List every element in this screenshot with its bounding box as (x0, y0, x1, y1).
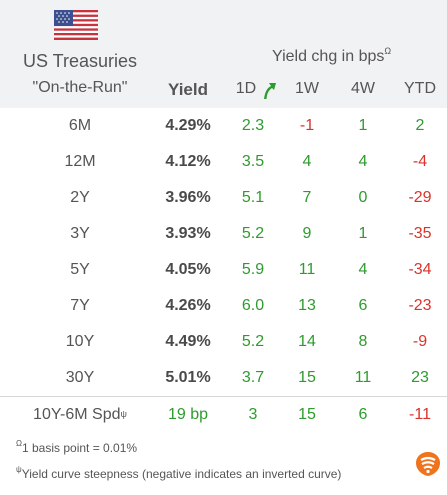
yield-change-header: Yield chg in bpsΩ (272, 46, 392, 65)
column-header-1d[interactable]: 1D (235, 80, 257, 97)
row-label: 6M (68, 117, 92, 134)
row-4w: 0 (358, 189, 368, 206)
row-4w: 11 (354, 369, 372, 386)
row-1w: 13 (298, 297, 316, 314)
row-yield: 5.01% (165, 369, 211, 386)
table-row[interactable]: 2Y 3.96% 5.1 7 0 -29 (0, 180, 447, 216)
table-row[interactable]: 3Y 3.93% 5.2 9 1 -35 (0, 216, 447, 252)
brand-logo-icon[interactable] (414, 450, 442, 478)
footnote-basis-point: Ω1 basis point = 0.01% (16, 439, 138, 455)
row-label: 7Y (70, 297, 90, 314)
green-arrow-icon[interactable] (261, 80, 277, 100)
row-ytd: -23 (408, 297, 432, 314)
row-ytd: -29 (408, 189, 432, 206)
column-header-ytd[interactable]: YTD (404, 80, 436, 97)
table-row[interactable]: 10Y 4.49% 5.2 14 8 -9 (0, 324, 447, 360)
row-1w: 14 (298, 333, 316, 350)
row-yield: 4.26% (165, 297, 211, 314)
spread-1w: 15 (298, 406, 316, 423)
row-1d: 3.5 (241, 153, 265, 170)
table-row[interactable]: 7Y 4.26% 6.0 13 6 -23 (0, 288, 447, 324)
row-4w: 4 (358, 261, 368, 278)
row-ytd: -34 (408, 261, 432, 278)
row-label: 5Y (70, 261, 90, 278)
row-ytd: -4 (412, 153, 428, 170)
row-yield: 4.12% (165, 153, 211, 170)
row-1d: 2.3 (241, 117, 265, 134)
spread-row[interactable]: 10Y-6M Spdψ 19 bp 3 15 6 -11 (0, 397, 447, 433)
row-label: 3Y (70, 225, 90, 242)
spread-yield: 19 bp (167, 406, 209, 423)
row-4w: 6 (358, 297, 368, 314)
row-yield: 3.93% (165, 225, 211, 242)
column-header-1w[interactable]: 1W (295, 80, 319, 97)
row-yield: 4.05% (165, 261, 211, 278)
us-flag-icon (54, 10, 98, 40)
row-ytd: 23 (411, 369, 429, 386)
row-ytd: 2 (415, 117, 425, 134)
row-label: 2Y (70, 189, 90, 206)
table-row[interactable]: 30Y 5.01% 3.7 15 11 23 (0, 360, 447, 396)
row-label: 30Y (65, 369, 95, 386)
row-4w: 1 (358, 225, 368, 242)
row-yield: 4.49% (165, 333, 211, 350)
spread-ytd: -11 (409, 406, 431, 423)
row-1w: 4 (302, 153, 312, 170)
row-ytd: -9 (412, 333, 428, 350)
spread-4w: 6 (358, 406, 368, 423)
row-1w: 7 (302, 189, 312, 206)
divider (0, 396, 447, 397)
row-1w: 11 (298, 261, 316, 278)
row-1d: 5.1 (241, 189, 265, 206)
spread-1d: 3 (248, 406, 258, 423)
row-1w: 9 (302, 225, 312, 242)
row-label: 10Y (65, 333, 95, 350)
row-1d: 3.7 (241, 369, 265, 386)
table-row[interactable]: 12M 4.12% 3.5 4 4 -4 (0, 144, 447, 180)
row-1d: 5.2 (241, 333, 265, 350)
row-4w: 1 (358, 117, 368, 134)
table-subtitle: "On-the-Run" (32, 79, 128, 96)
row-yield: 3.96% (165, 189, 211, 206)
row-4w: 8 (358, 333, 368, 350)
table-header: US Treasuries "On-the-Run" Yield chg in … (0, 0, 447, 108)
row-4w: 4 (358, 153, 368, 170)
row-yield: 4.29% (165, 117, 211, 134)
spread-label: 10Y-6M Spdψ (33, 406, 127, 423)
table-row[interactable]: 5Y 4.05% 5.9 11 4 -34 (0, 252, 447, 288)
row-1d: 5.9 (241, 261, 265, 278)
row-1d: 6.0 (241, 297, 265, 314)
column-header-yield[interactable]: Yield (168, 80, 208, 99)
footnote-curve: ψYield curve steepness (negative indicat… (16, 465, 342, 481)
row-1w: 15 (298, 369, 316, 386)
row-1w: -1 (299, 117, 315, 134)
table-row[interactable]: 6M 4.29% 2.3 -1 1 2 (0, 108, 447, 144)
column-header-4w[interactable]: 4W (351, 80, 375, 97)
table-title: US Treasuries (22, 51, 138, 71)
row-1d: 5.2 (241, 225, 265, 242)
row-label: 12M (64, 153, 96, 170)
row-ytd: -35 (408, 225, 432, 242)
